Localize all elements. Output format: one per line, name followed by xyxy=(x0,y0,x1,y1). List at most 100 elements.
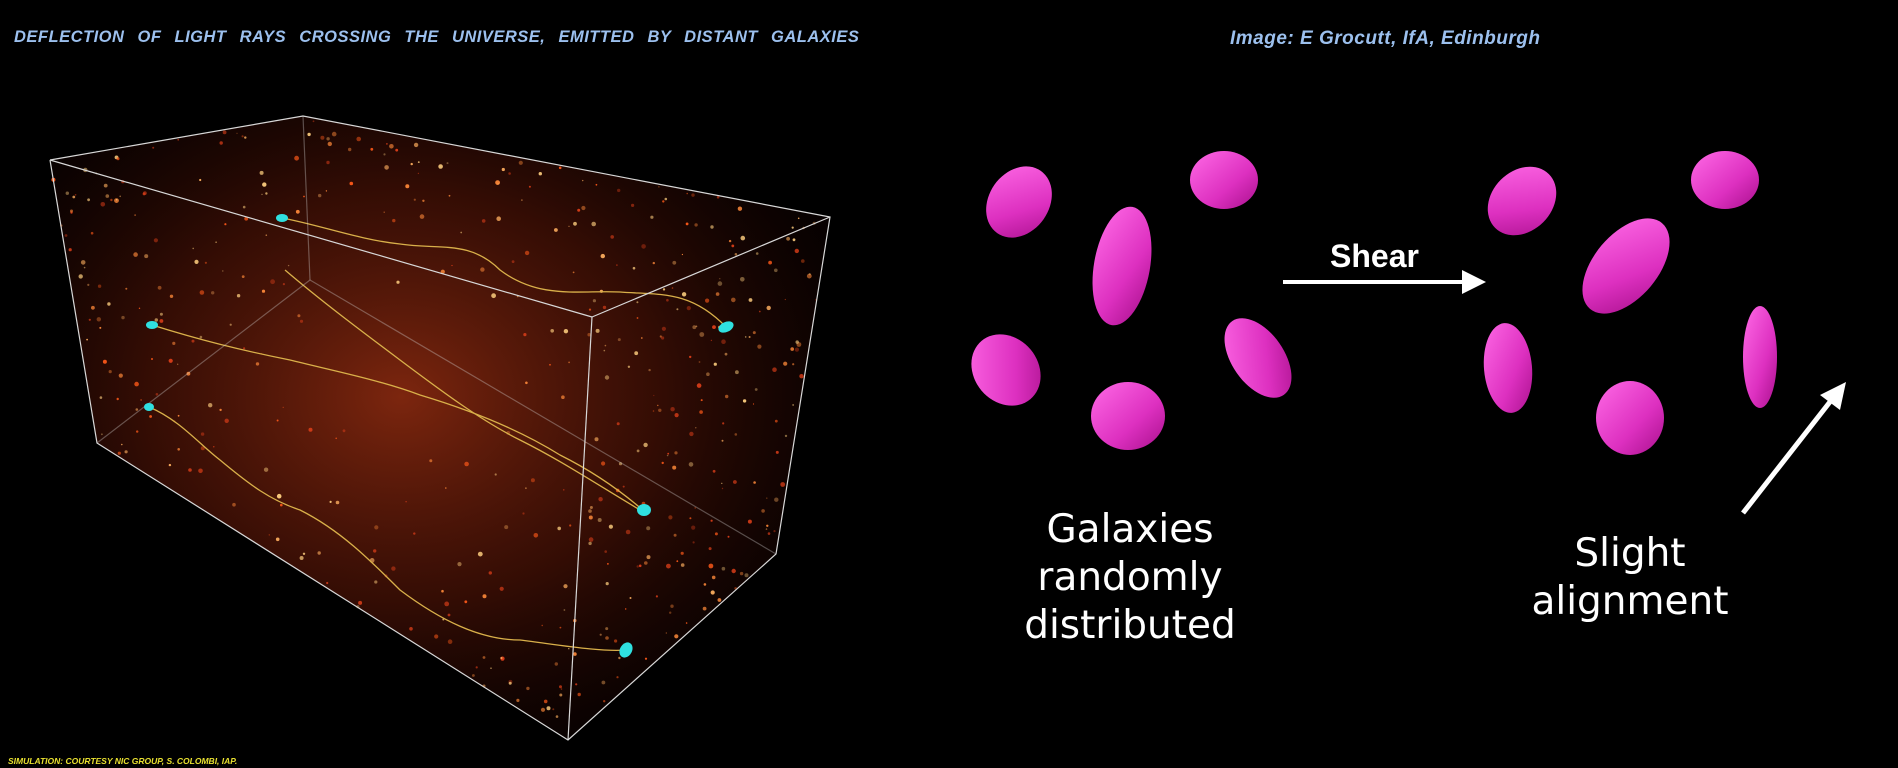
matter-speck xyxy=(715,292,720,296)
matter-speck xyxy=(153,238,158,243)
matter-speck xyxy=(632,266,636,270)
matter-speck xyxy=(616,676,619,679)
matter-speck xyxy=(326,160,330,165)
matter-speck xyxy=(335,437,338,440)
matter-speck xyxy=(383,153,386,156)
matter-speck xyxy=(134,381,139,387)
matter-speck xyxy=(200,446,205,451)
matter-speck xyxy=(588,509,592,513)
matter-speck xyxy=(657,404,659,407)
matter-speck xyxy=(516,698,520,703)
shear-label: Shear xyxy=(1330,238,1419,274)
matter-speck xyxy=(783,361,788,366)
matter-speck xyxy=(325,190,328,192)
matter-speck xyxy=(526,686,530,691)
matter-speck xyxy=(543,699,548,704)
matter-speck xyxy=(236,294,241,298)
arrow-head xyxy=(1462,270,1486,294)
matter-speck xyxy=(721,439,724,442)
matter-speck xyxy=(700,399,703,402)
matter-speck xyxy=(670,604,674,608)
matter-speck xyxy=(708,547,712,551)
matter-speck xyxy=(680,551,684,555)
matter-speck xyxy=(480,267,485,272)
matter-speck xyxy=(327,141,332,147)
matter-speck xyxy=(261,289,266,293)
box-edge xyxy=(49,159,593,318)
matter-speck xyxy=(417,161,420,164)
light-ray xyxy=(151,324,646,513)
matter-speck xyxy=(636,317,639,319)
matter-speck xyxy=(168,463,172,467)
matter-speck xyxy=(603,349,606,352)
matter-speck xyxy=(335,500,340,505)
matter-speck xyxy=(198,468,203,474)
matter-speck xyxy=(186,371,191,376)
matter-speck xyxy=(263,467,269,472)
matter-speck xyxy=(661,336,665,340)
matter-speck xyxy=(154,318,158,322)
source-galaxy-marker xyxy=(146,321,158,329)
matter-speck xyxy=(530,478,535,483)
matter-speck xyxy=(523,333,527,337)
matter-speck xyxy=(680,563,685,567)
source-galaxy-marker xyxy=(276,214,288,222)
matter-speck xyxy=(667,452,670,455)
matter-speck xyxy=(699,410,703,414)
matter-speck xyxy=(383,211,385,213)
matter-speck xyxy=(64,234,68,237)
matter-speck xyxy=(607,563,609,565)
matter-speck xyxy=(801,259,805,263)
matter-speck xyxy=(772,367,777,373)
matter-speck xyxy=(640,337,643,339)
matter-speck xyxy=(265,192,268,195)
matter-speck xyxy=(691,525,696,530)
arrow-head xyxy=(1820,382,1846,410)
matter-speck xyxy=(491,293,496,299)
matter-speck xyxy=(70,209,73,213)
matter-speck xyxy=(692,325,697,330)
matter-speck xyxy=(767,532,771,535)
matter-speck xyxy=(768,260,772,265)
matter-speck xyxy=(739,571,744,576)
matter-speck xyxy=(601,680,606,685)
matter-speck xyxy=(558,166,562,170)
matter-speck xyxy=(525,487,527,490)
matter-speck xyxy=(525,381,528,385)
matter-speck xyxy=(587,333,591,337)
matter-speck xyxy=(262,182,267,187)
matter-speck xyxy=(773,530,776,533)
matter-speck xyxy=(641,244,646,249)
matter-speck xyxy=(758,310,761,313)
matter-speck xyxy=(754,388,758,391)
image-credit: Image: E Grocutt, IfA, Edinburgh xyxy=(1230,28,1541,49)
matter-speck xyxy=(91,305,95,310)
matter-speck xyxy=(592,299,597,303)
matter-speck xyxy=(721,566,726,571)
matter-speck xyxy=(275,537,280,542)
matter-speck xyxy=(740,235,746,241)
matter-speck xyxy=(661,461,664,465)
matter-speck xyxy=(594,437,599,442)
matter-speck xyxy=(588,537,594,542)
matter-speck xyxy=(747,519,752,524)
matter-speck xyxy=(748,336,751,338)
matter-speck xyxy=(744,573,749,578)
matter-speck xyxy=(392,218,396,223)
matter-speck xyxy=(735,370,739,375)
matter-speck xyxy=(546,706,551,711)
matter-speck xyxy=(124,450,128,454)
matter-speck xyxy=(696,383,702,388)
matter-speck xyxy=(370,147,374,151)
matter-speck xyxy=(636,449,640,453)
matter-speck xyxy=(331,131,337,137)
matter-speck xyxy=(303,195,305,198)
matter-speck xyxy=(775,450,779,454)
matter-speck xyxy=(784,434,788,438)
matter-speck xyxy=(634,351,639,356)
matter-speck xyxy=(588,541,592,546)
matter-speck xyxy=(685,222,689,226)
matter-speck xyxy=(662,288,666,291)
matter-speck xyxy=(457,562,462,567)
matter-speck xyxy=(438,164,443,169)
